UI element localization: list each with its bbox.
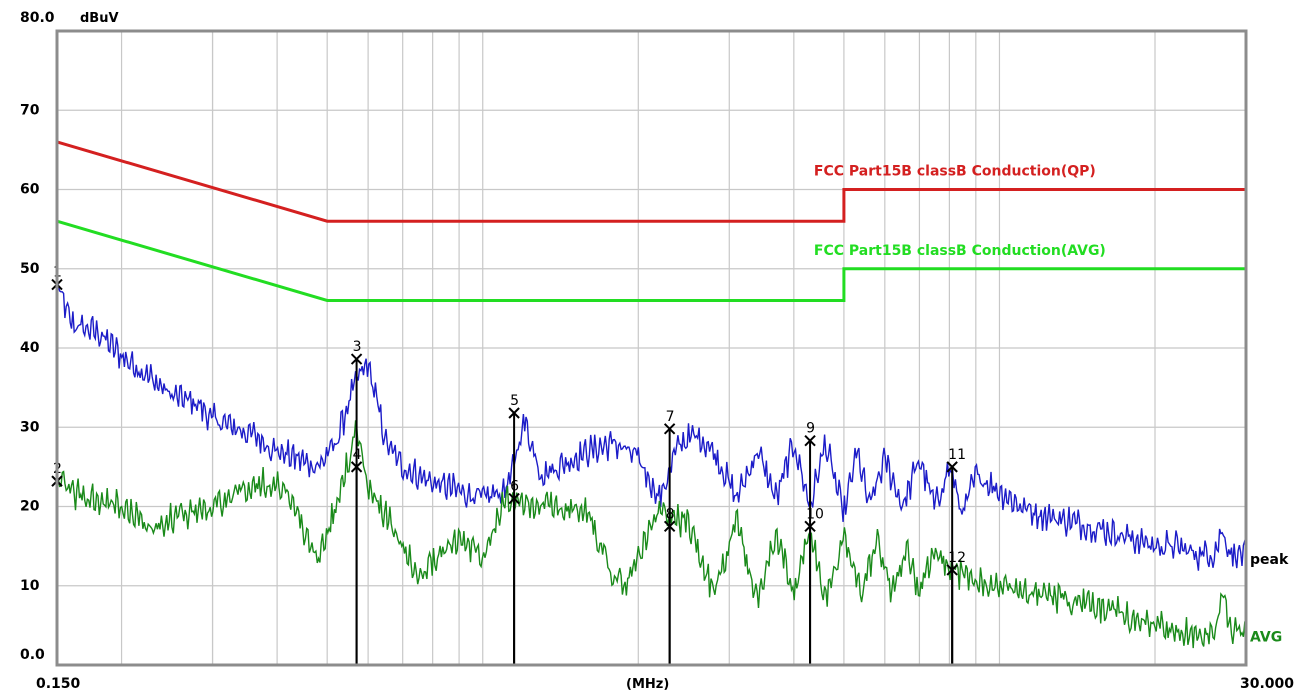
series-line bbox=[56, 420, 1247, 649]
marker-cross bbox=[508, 492, 520, 505]
y-tick-label: 20 bbox=[20, 499, 40, 515]
limit-line bbox=[56, 219, 1246, 302]
y-tick-label: 50 bbox=[20, 261, 40, 277]
y-tick-label: 40 bbox=[20, 340, 40, 356]
marker-label: 6 bbox=[510, 479, 519, 495]
marker-cross bbox=[946, 564, 958, 576]
limit-line bbox=[56, 140, 1246, 223]
y-tick-label: 10 bbox=[20, 578, 40, 594]
marker-cross bbox=[946, 461, 958, 473]
y-axis-unit: dBuV bbox=[80, 11, 119, 26]
marker-label: 3 bbox=[353, 339, 362, 355]
marker-cross bbox=[350, 353, 363, 365]
marker-label: 5 bbox=[510, 393, 519, 409]
y-tick-label: 80.0 bbox=[20, 10, 55, 26]
x-tick-label: 0.150 bbox=[36, 676, 81, 692]
series-label: AVG bbox=[1250, 629, 1282, 645]
marker-label: 7 bbox=[666, 409, 675, 425]
marker-label: 8 bbox=[666, 506, 675, 522]
marker-cross bbox=[350, 461, 363, 473]
marker-label: 11 bbox=[948, 447, 966, 463]
marker-label: 10 bbox=[806, 506, 824, 522]
marker-label: 9 bbox=[806, 421, 815, 437]
limit-line-label: FCC Part15B classB Conduction(AVG) bbox=[814, 243, 1106, 259]
series-line bbox=[56, 281, 1247, 571]
marker-cross bbox=[804, 520, 816, 533]
y-tick-label: 30 bbox=[20, 419, 40, 435]
y-tick-label: 60 bbox=[20, 182, 40, 198]
limit-lines: FCC Part15B classB Conduction(QP) FCC Par… bbox=[56, 140, 1246, 302]
axis-labels: dBuV (MHz) 0.0 10 20 30 40 50 60 70 80.0 0.150 30.… bbox=[20, 10, 1294, 692]
marker-cross bbox=[663, 423, 676, 435]
marker-label: 12 bbox=[948, 550, 966, 566]
x-tick-label: 30.000 bbox=[1240, 676, 1294, 692]
marker-cross bbox=[804, 435, 816, 447]
trace-series: peak AVG bbox=[56, 281, 1289, 649]
y-tick-label: 70 bbox=[20, 102, 40, 118]
marker-cross bbox=[663, 520, 676, 533]
x-axis-unit: (MHz) bbox=[626, 677, 669, 692]
plot-frame bbox=[55, 29, 1248, 667]
marker-label: 4 bbox=[353, 447, 362, 463]
limit-line-label: FCC Part15B classB Conduction(QP) bbox=[814, 164, 1096, 180]
series-label: peak bbox=[1250, 552, 1289, 568]
marker-cross bbox=[508, 407, 520, 419]
y-tick-label: 0.0 bbox=[20, 647, 45, 663]
